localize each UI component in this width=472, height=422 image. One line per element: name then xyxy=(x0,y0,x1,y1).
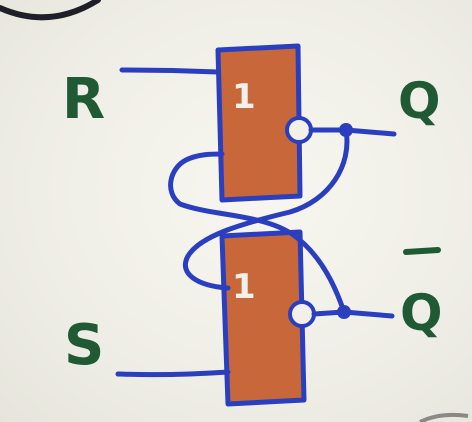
feedback-wire-qbar-to-top xyxy=(168,151,347,315)
qbar-overline xyxy=(403,247,441,255)
q-junction-dot xyxy=(339,123,353,137)
reset-input-wire xyxy=(119,67,221,75)
top-nor-gate: 1 xyxy=(215,43,313,203)
bottom-nor-gate: 1 xyxy=(219,229,316,407)
q-output-label: Q xyxy=(398,72,441,130)
bottom-gate-inversion-bubble xyxy=(288,300,316,328)
reset-input-label: R xyxy=(62,67,105,132)
bottom-edge-mark xyxy=(419,412,469,422)
qbar-output-wire xyxy=(311,309,395,319)
bottom-gate-symbol: 1 xyxy=(232,267,256,307)
feedback-wire-q-to-bottom xyxy=(183,127,350,291)
set-input-wire xyxy=(115,369,231,378)
corner-circle-mark xyxy=(0,0,101,21)
qbar-junction-dot xyxy=(337,305,351,319)
top-gate-inversion-bubble xyxy=(285,116,313,144)
qbar-output-label: Q xyxy=(400,284,443,342)
set-input-label: S xyxy=(64,313,104,378)
top-gate-symbol: 1 xyxy=(232,77,256,117)
bottom-gate-body xyxy=(219,229,307,407)
top-gate-body xyxy=(215,43,303,203)
